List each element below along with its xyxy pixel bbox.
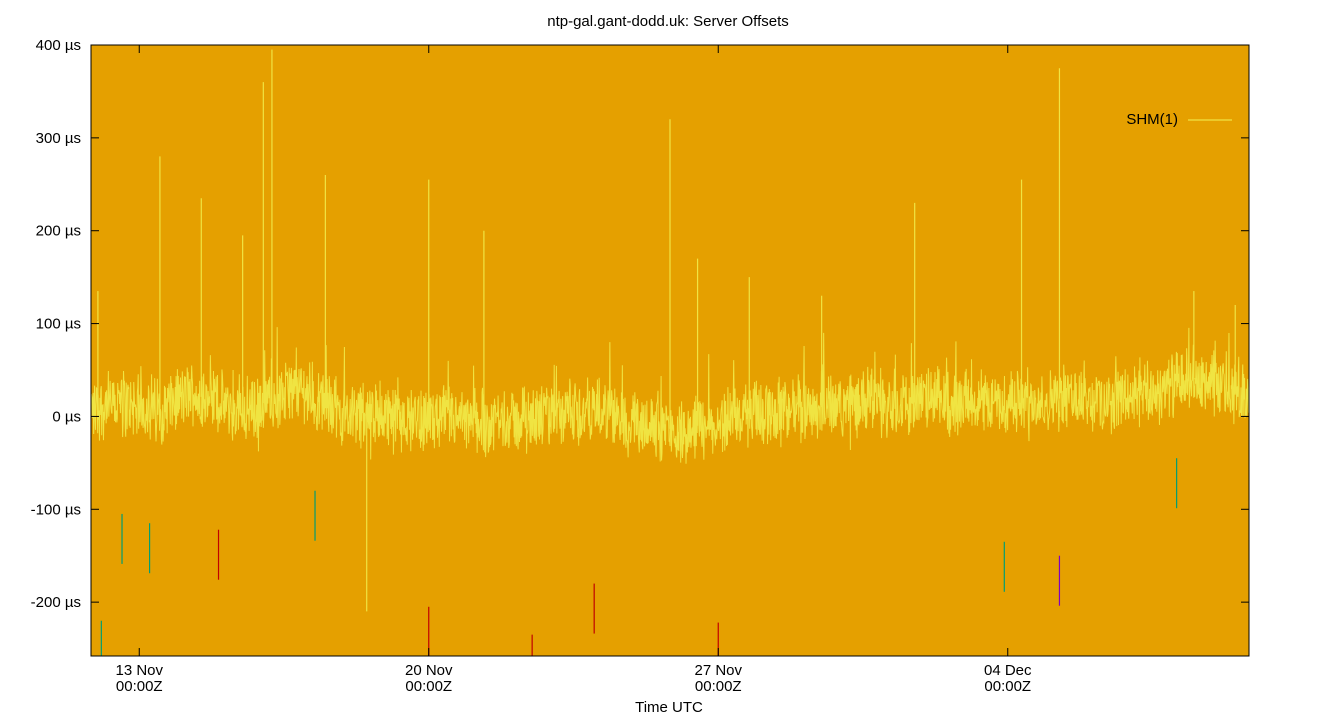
x-tick-label-date: 04 Dec xyxy=(984,662,1032,679)
legend-label-shm1: SHM(1) xyxy=(1126,111,1178,128)
x-tick-label-time: 00:00Z xyxy=(405,678,452,695)
plot-area xyxy=(90,44,1250,657)
x-axis-label: Time UTC xyxy=(635,699,703,716)
y-tick-label: 400 µs xyxy=(36,37,81,54)
offset-spikes xyxy=(97,49,1236,612)
x-tick-label-date: 20 Nov xyxy=(405,662,453,679)
x-tick-label-time: 00:00Z xyxy=(984,678,1031,695)
y-axis: 400 µs 300 µs 200 µs 100 µs 0 µs -100 µs -200 … xyxy=(31,37,1249,611)
y-tick-label: 300 µs xyxy=(36,130,81,147)
y-tick-label: -100 µs xyxy=(31,501,81,518)
x-tick-label-time: 00:00Z xyxy=(116,678,163,695)
y-tick-label: 200 µs xyxy=(36,223,81,240)
x-tick-label-date: 27 Nov xyxy=(694,662,742,679)
outlier-markers xyxy=(100,458,1178,656)
x-tick-label-time: 00:00Z xyxy=(695,678,742,695)
series-line-shm1 xyxy=(90,327,1250,464)
plot-border xyxy=(90,44,1250,657)
offset-series-shm1 xyxy=(90,327,1250,464)
y-tick-label: -200 µs xyxy=(31,594,81,611)
y-tick-label: 0 µs xyxy=(52,408,81,425)
chart-title: ntp-gal.gant-dodd.uk: Server Offsets xyxy=(547,13,789,30)
legend: SHM(1) xyxy=(1126,111,1232,128)
y-tick-label: 100 µs xyxy=(36,316,81,333)
x-tick-label-date: 13 Nov xyxy=(115,662,163,679)
